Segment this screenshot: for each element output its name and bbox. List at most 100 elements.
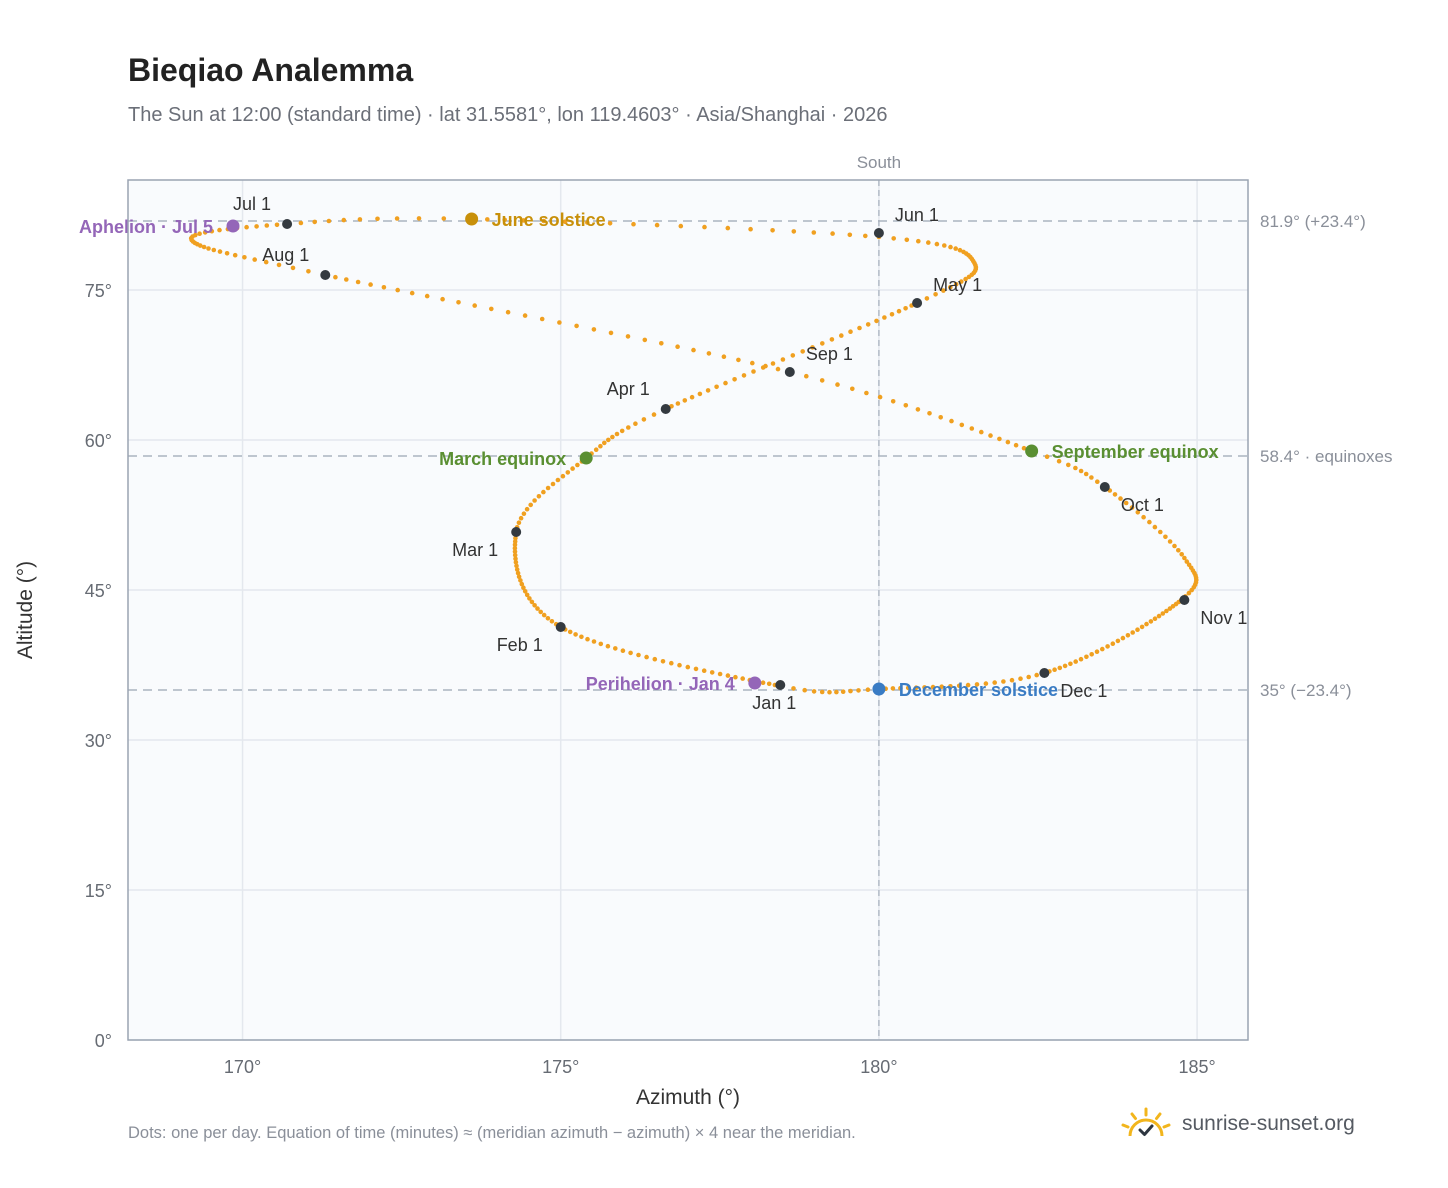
daily-sun-dot	[1112, 492, 1118, 497]
daily-sun-dot	[1018, 676, 1023, 681]
daily-sun-dot	[804, 373, 809, 379]
daily-sun-dot	[678, 223, 684, 229]
daily-sun-dot	[717, 671, 723, 677]
daily-sun-dot	[512, 552, 518, 558]
daily-sun-dot	[333, 274, 338, 280]
daily-sun-dot	[913, 685, 919, 690]
daily-sun-dot	[896, 308, 902, 314]
daily-sun-dot	[1009, 677, 1015, 683]
month-markers: Jan 1 Feb 1 Mar 1 Apr 1 May 1 Jun 1 Jul 1 Aug 1…	[233, 194, 1247, 713]
daily-sun-dot	[1105, 644, 1110, 649]
daily-sun-dot	[1100, 646, 1105, 652]
daily-sun-dot	[857, 325, 862, 331]
daily-sun-dot	[518, 578, 523, 583]
daily-sun-dot	[1062, 663, 1068, 669]
daily-sun-dot	[1044, 454, 1050, 460]
altitude-reference-label: 35° (−23.4°)	[1260, 681, 1352, 700]
daily-sun-dot	[644, 654, 649, 660]
x-tick-label: 185°	[1178, 1057, 1215, 1077]
daily-sun-dot	[573, 632, 578, 637]
daily-sun-dot	[1147, 519, 1152, 525]
daily-sun-dot	[1057, 665, 1063, 671]
daily-sun-dot	[211, 247, 217, 253]
month-marker-dot	[511, 527, 522, 537]
daily-sun-dot	[591, 327, 597, 332]
y-tick-label: 15°	[85, 881, 112, 901]
daily-sun-dot	[948, 684, 953, 689]
daily-sun-dot	[276, 262, 282, 268]
daily-sun-dot	[957, 247, 963, 253]
daily-sun-dot	[969, 426, 975, 431]
daily-sun-dot	[840, 689, 846, 694]
daily-sun-dot	[579, 634, 584, 640]
daily-sun-dot	[819, 378, 825, 383]
daily-sun-dot	[1167, 539, 1173, 544]
month-marker-dot	[775, 680, 786, 690]
daily-sun-dot	[693, 666, 699, 672]
daily-sun-dot	[890, 399, 896, 404]
daily-sun-dot	[593, 447, 599, 453]
daily-sun-dot	[202, 230, 208, 235]
meridian-label: South	[857, 153, 901, 172]
month-marker-label: Jun 1	[895, 205, 939, 225]
daily-sun-dot	[513, 556, 518, 561]
daily-sun-dot	[375, 216, 380, 222]
daily-sun-dot	[232, 252, 238, 258]
month-marker-dot	[1039, 668, 1050, 678]
daily-sun-dot	[541, 489, 546, 495]
daily-sun-dot	[863, 233, 868, 239]
daily-sun-dot	[206, 246, 211, 251]
daily-sun-dot	[242, 254, 247, 260]
daily-sun-dot	[575, 462, 580, 468]
daily-sun-dot	[941, 288, 946, 293]
daily-sun-dot	[848, 688, 853, 694]
daily-sun-dot	[610, 434, 615, 440]
event-marker-label: December solstice	[899, 680, 1058, 700]
daily-sun-dot	[956, 683, 962, 689]
month-marker-dot	[555, 622, 566, 632]
y-axis-title: Altitude (°)	[14, 561, 37, 659]
daily-sun-dot	[675, 344, 680, 350]
altitude-reference-label: 58.4° · equinoxes	[1260, 447, 1393, 466]
daily-sun-dot	[740, 676, 745, 681]
daily-sun-dot	[702, 224, 707, 230]
daily-sun-dot	[651, 412, 657, 417]
daily-sun-dot	[209, 228, 215, 234]
daily-sun-dot	[512, 542, 518, 548]
daily-sun-dot	[545, 485, 551, 491]
event-marker-label: Aphelion · Jul 5	[79, 217, 213, 237]
daily-sun-dot	[898, 685, 903, 691]
daily-sun-dot	[524, 506, 530, 512]
daily-sun-dot	[642, 337, 648, 343]
daily-sun-dot	[570, 466, 575, 471]
daily-sun-dot	[522, 589, 528, 594]
daily-sun-dot	[605, 643, 611, 649]
daily-sun-dot	[963, 276, 968, 282]
daily-sun-dot	[560, 473, 566, 479]
daily-sun-dot	[864, 390, 869, 396]
daily-sun-dot	[1163, 534, 1168, 540]
event-marker-dot	[579, 451, 593, 465]
daily-sun-dot	[606, 437, 611, 443]
daily-sun-dot	[685, 664, 691, 670]
daily-sun-dot	[620, 648, 626, 653]
daily-sun-dot	[811, 230, 817, 235]
daily-sun-dot	[516, 520, 522, 525]
daily-sun-dot	[201, 244, 207, 250]
brand[interactable]: sunrise-sunset.org	[1120, 1102, 1355, 1146]
event-marker-label: Perihelion · Jan 4	[586, 674, 735, 694]
daily-sun-dot	[252, 257, 257, 262]
daily-sun-dot	[535, 606, 540, 611]
daily-sun-dot	[522, 313, 528, 318]
daily-sun-dot	[983, 681, 989, 686]
daily-sun-dot	[263, 259, 269, 265]
daily-sun-dot	[810, 345, 815, 350]
daily-sun-dot	[760, 680, 766, 685]
daily-sun-dot	[903, 403, 909, 408]
daily-sun-dot	[197, 231, 202, 236]
daily-sun-dot	[691, 347, 696, 353]
daily-sun-dot	[608, 330, 614, 336]
event-marker-dot	[465, 212, 479, 226]
daily-sun-dot	[915, 407, 921, 412]
daily-sun-dot	[536, 494, 542, 499]
